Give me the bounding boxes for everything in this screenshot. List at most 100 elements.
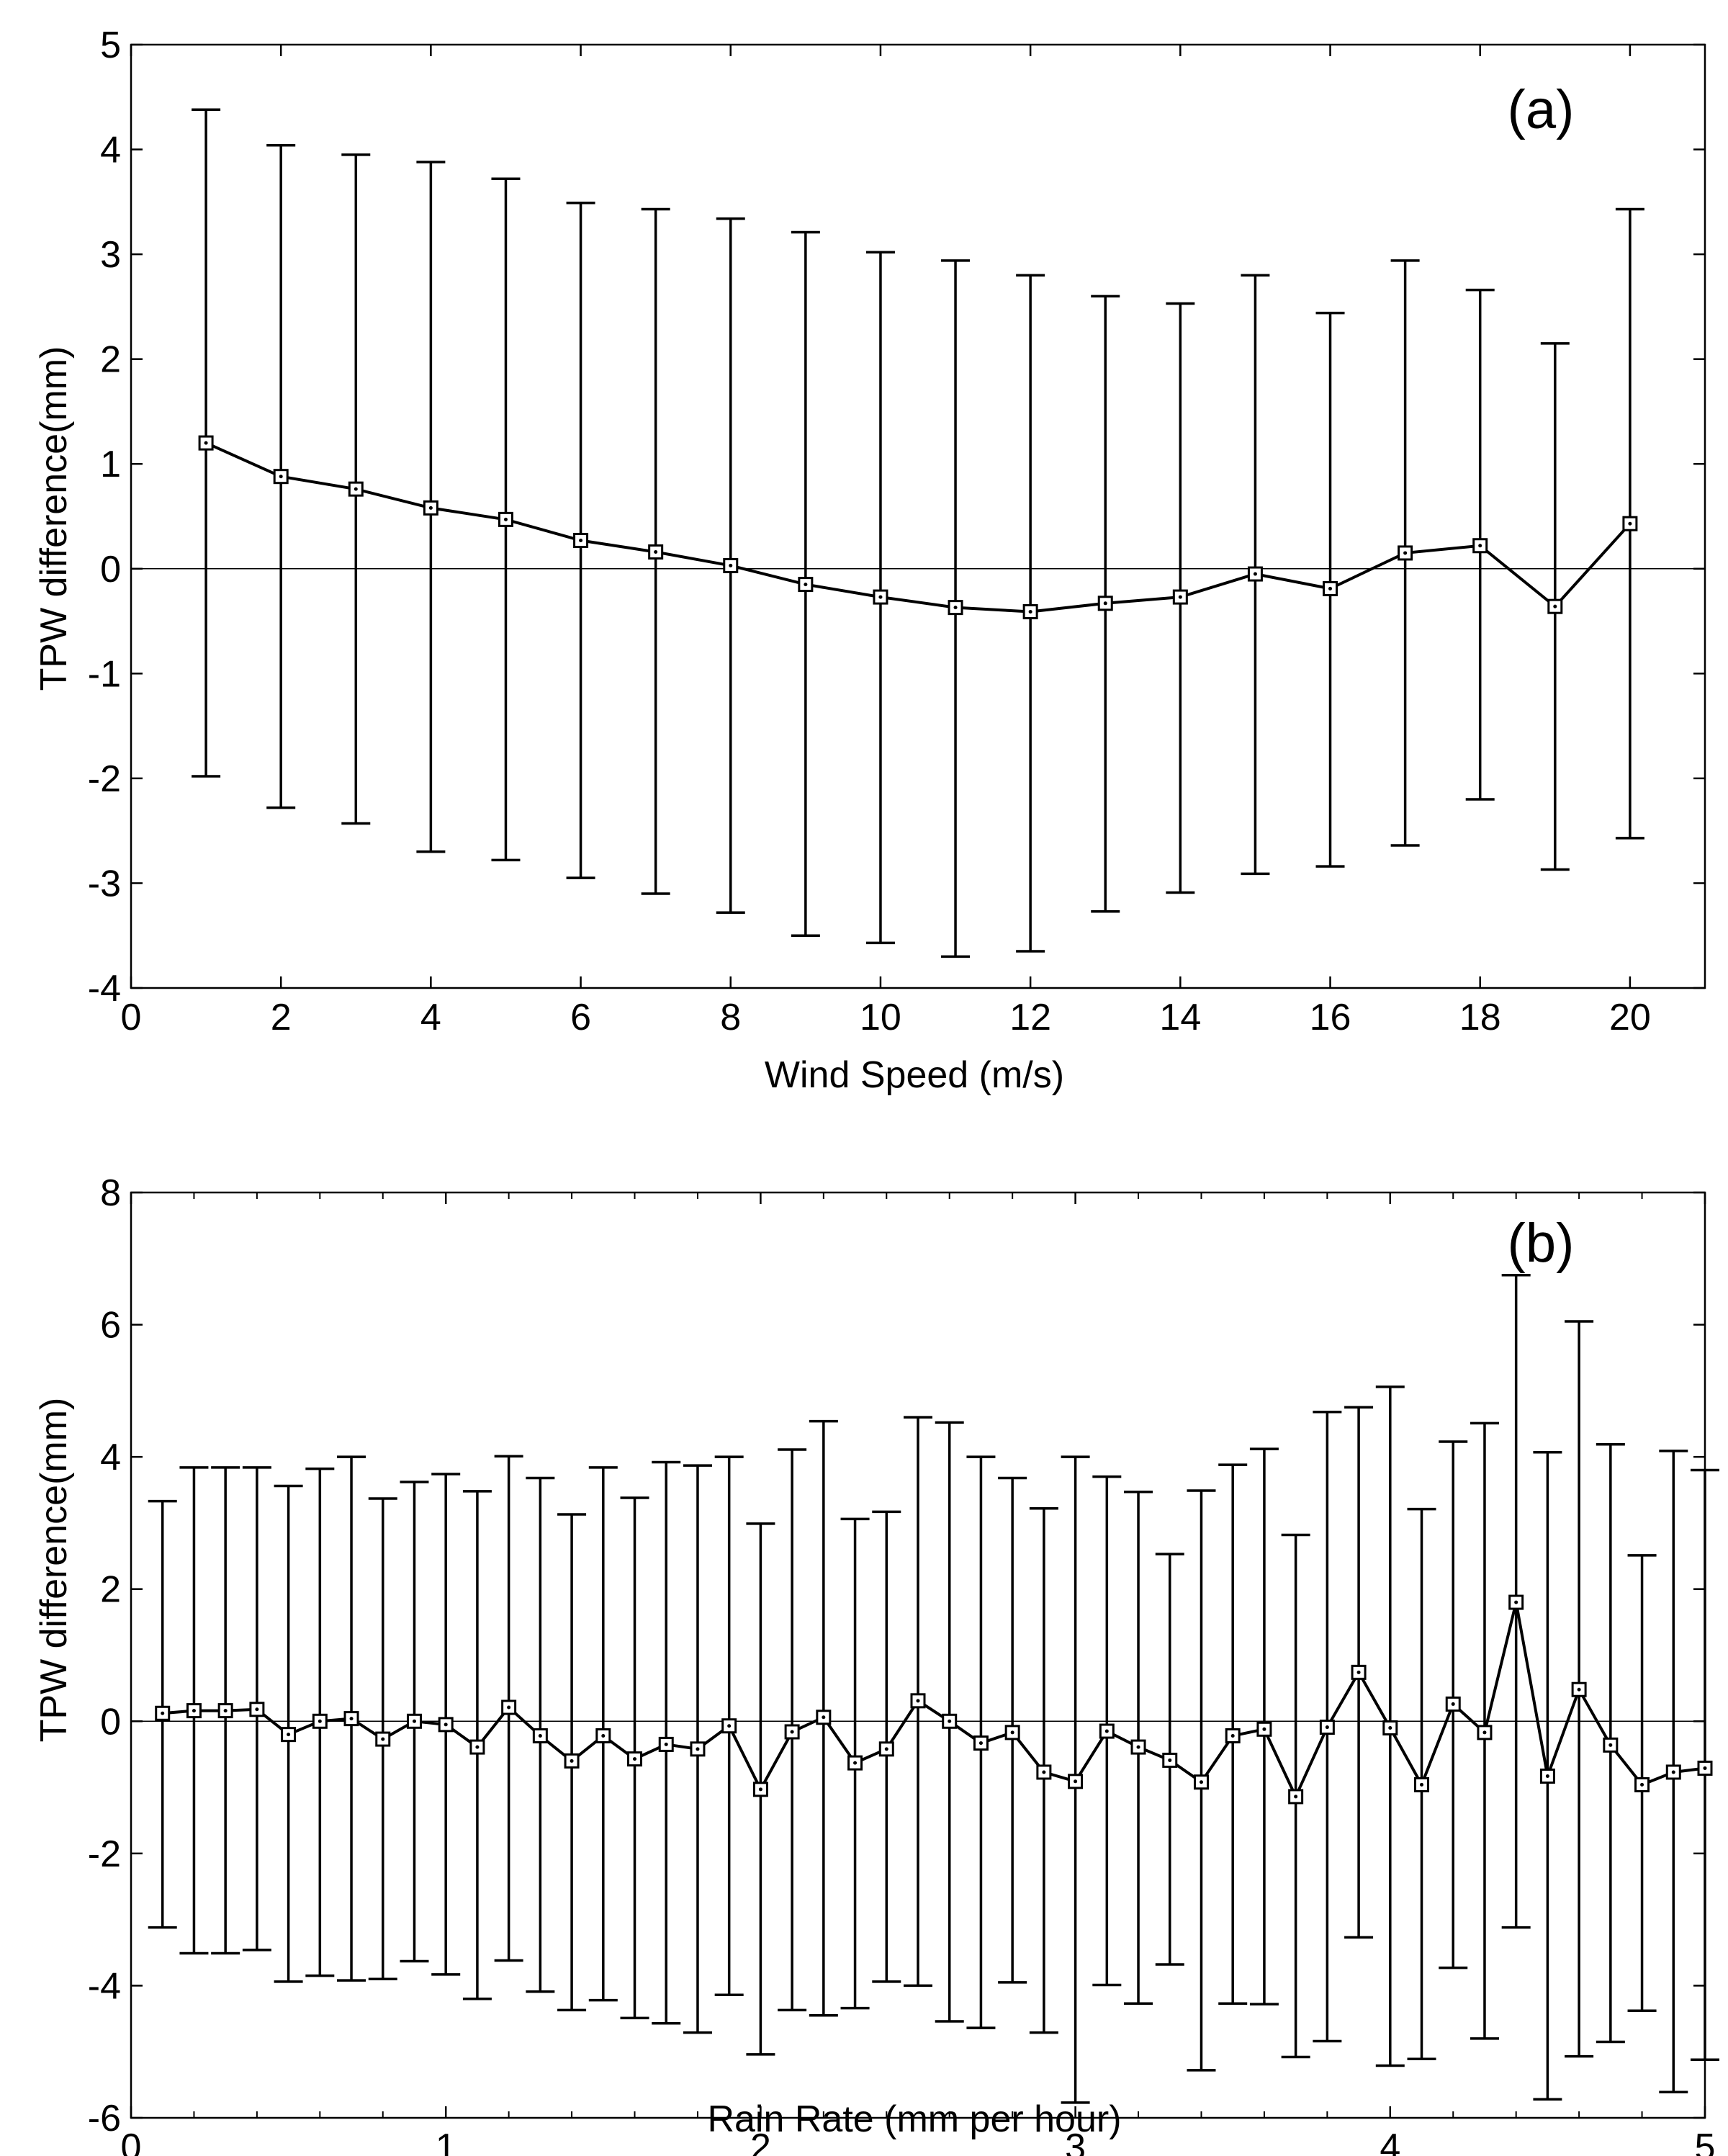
marker-center-dot xyxy=(1325,1725,1329,1730)
panel-a-y-axis: -4 -3 -2 -1 0 1 2 3 4 5 xyxy=(88,24,1705,1010)
y-tick-label: -4 xyxy=(88,968,121,1010)
marker-center-dot xyxy=(601,1733,606,1738)
data-point-marker xyxy=(1068,1774,1084,1789)
x-tick-label: 18 xyxy=(1459,997,1501,1038)
data-point-marker xyxy=(1099,1723,1115,1739)
x-tick-label: 0 xyxy=(121,2126,142,2156)
data-point-marker xyxy=(343,1711,359,1727)
data-point-marker xyxy=(1398,545,1413,561)
marker-center-dot xyxy=(1514,1600,1518,1604)
panel-b-markers xyxy=(155,1594,1713,1805)
data-point-marker xyxy=(1603,1737,1619,1753)
data-point-marker xyxy=(281,1727,297,1743)
marker-center-dot xyxy=(758,1787,762,1792)
data-point-marker xyxy=(1323,580,1338,596)
data-point-marker xyxy=(873,589,888,605)
marker-center-dot xyxy=(1703,1766,1707,1770)
data-point-marker xyxy=(948,600,963,616)
marker-center-dot xyxy=(978,1741,983,1746)
marker-center-dot xyxy=(1178,595,1182,599)
data-point-marker xyxy=(438,1717,454,1733)
marker-center-dot xyxy=(1640,1782,1644,1787)
data-point-marker xyxy=(1022,603,1038,619)
data-point-marker xyxy=(573,532,589,548)
y-tick-label: 5 xyxy=(100,24,121,66)
y-tick-label: -1 xyxy=(88,653,121,695)
marker-center-dot xyxy=(507,1705,511,1710)
data-point-marker xyxy=(627,1751,643,1767)
marker-center-dot xyxy=(161,1711,165,1715)
data-point-marker xyxy=(1004,1725,1020,1740)
marker-center-dot xyxy=(1403,551,1408,555)
x-tick-label: 3 xyxy=(1065,2126,1086,2156)
y-tick-label: -2 xyxy=(88,1833,121,1875)
marker-center-dot xyxy=(948,1719,952,1723)
data-point-marker xyxy=(723,557,739,573)
marker-center-dot xyxy=(1103,601,1107,606)
data-point-marker xyxy=(784,1724,800,1740)
data-point-marker xyxy=(690,1741,706,1757)
marker-center-dot xyxy=(570,1759,574,1763)
data-point-marker xyxy=(186,1703,202,1719)
x-tick-label: 6 xyxy=(570,997,591,1038)
marker-center-dot xyxy=(664,1742,668,1746)
marker-center-dot xyxy=(916,1699,920,1703)
marker-center-dot xyxy=(1482,1730,1487,1735)
marker-center-dot xyxy=(1545,1774,1549,1778)
marker-center-dot xyxy=(381,1737,385,1741)
panel-b-chart: -6 -4 -2 0 2 4 6 8 0 1 2 3 4 5 (b) Rain Rate (mm per… xyxy=(33,1172,1719,2156)
y-tick-label: 1 xyxy=(100,444,121,485)
marker-center-dot xyxy=(727,1724,732,1728)
marker-center-dot xyxy=(1042,1770,1046,1774)
marker-center-dot xyxy=(1608,1743,1613,1747)
data-point-marker xyxy=(406,1713,422,1729)
marker-center-dot xyxy=(1230,1733,1235,1738)
data-point-marker xyxy=(1539,1768,1555,1784)
marker-center-dot xyxy=(822,1715,826,1720)
marker-center-dot xyxy=(503,517,508,521)
panel-a-x-axis-label: Wind Speed (m/s) xyxy=(765,1054,1064,1096)
marker-center-dot xyxy=(804,583,808,587)
x-tick-label: 4 xyxy=(420,997,441,1038)
data-point-marker xyxy=(1622,516,1638,531)
panel-a-series-line xyxy=(205,441,1632,614)
marker-center-dot xyxy=(878,595,883,599)
marker-center-dot xyxy=(1168,1758,1172,1762)
data-point-marker xyxy=(595,1728,611,1743)
marker-center-dot xyxy=(633,1757,637,1761)
marker-center-dot xyxy=(884,1747,888,1751)
data-point-marker xyxy=(910,1693,926,1709)
y-tick-label: -6 xyxy=(88,2098,121,2139)
data-point-marker xyxy=(348,481,364,497)
marker-center-dot xyxy=(1253,572,1257,576)
marker-center-dot xyxy=(1388,1725,1392,1730)
panel-a-x-axis: 0 2 4 6 8 10 12 14 16 18 20 xyxy=(121,45,1651,1038)
y-tick-label: -3 xyxy=(88,863,121,904)
y-tick-label: 6 xyxy=(100,1305,121,1347)
data-point-marker xyxy=(1508,1594,1524,1610)
data-point-marker xyxy=(878,1741,894,1757)
y-tick-label: 0 xyxy=(100,549,121,590)
marker-center-dot xyxy=(1328,586,1333,590)
marker-center-dot xyxy=(1478,544,1482,548)
marker-center-dot xyxy=(1671,1770,1675,1774)
x-tick-label: 16 xyxy=(1310,997,1351,1038)
y-tick-label: 4 xyxy=(100,1437,121,1478)
marker-center-dot xyxy=(654,549,658,554)
marker-center-dot xyxy=(444,1722,448,1727)
marker-center-dot xyxy=(223,1709,228,1713)
panel-b-error-bars xyxy=(148,1273,1719,2104)
marker-center-dot xyxy=(1010,1730,1014,1735)
marker-center-dot xyxy=(255,1707,259,1712)
x-tick-label: 2 xyxy=(271,997,292,1038)
panel-a-label: (a) xyxy=(1508,79,1575,140)
marker-center-dot xyxy=(790,1730,794,1734)
data-point-marker xyxy=(1665,1764,1681,1780)
marker-center-dot xyxy=(853,1761,858,1765)
data-point-marker xyxy=(155,1705,171,1721)
x-tick-label: 1 xyxy=(436,2126,456,2156)
data-point-marker xyxy=(217,1703,233,1719)
data-point-marker xyxy=(1193,1774,1209,1790)
marker-center-dot xyxy=(1074,1779,1078,1784)
x-tick-label: 10 xyxy=(860,997,901,1038)
